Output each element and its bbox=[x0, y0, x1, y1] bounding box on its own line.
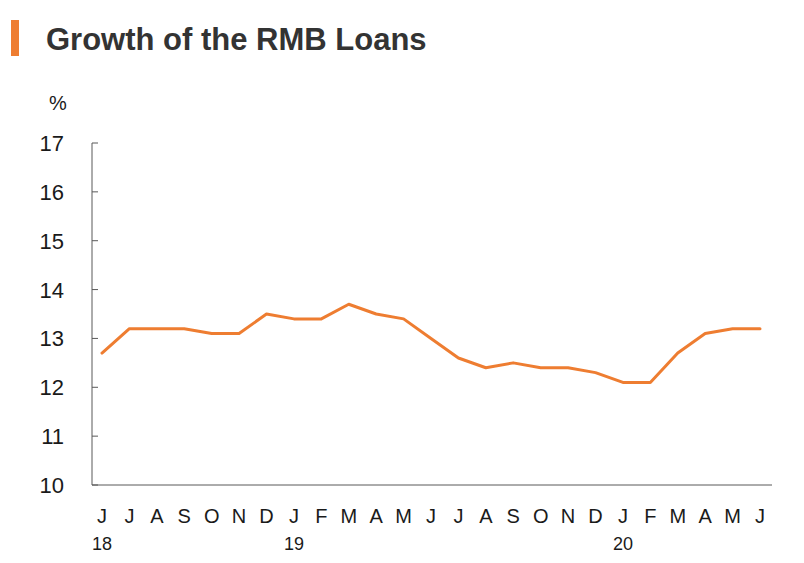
y-tick-label: 12 bbox=[40, 375, 64, 400]
y-axis bbox=[92, 143, 93, 485]
x-tick-label: M bbox=[724, 505, 741, 527]
plot-area bbox=[102, 304, 760, 382]
y-tick-label: 14 bbox=[40, 278, 64, 303]
x-tick-label: J bbox=[453, 505, 463, 527]
x-tick-label: J bbox=[289, 505, 299, 527]
y-tick bbox=[92, 240, 98, 241]
x-tick-label: F bbox=[315, 505, 327, 527]
x-tick-label: S bbox=[178, 505, 191, 527]
y-tick-label: 15 bbox=[40, 229, 64, 254]
x-tick-label: A bbox=[369, 505, 383, 527]
y-tick bbox=[92, 191, 98, 192]
x-tick-label: N bbox=[561, 505, 575, 527]
title-accent bbox=[11, 20, 19, 56]
x-tick-label: N bbox=[232, 505, 246, 527]
y-tick-label: 10 bbox=[40, 473, 64, 498]
data-line bbox=[102, 304, 760, 382]
x-tick-label: A bbox=[698, 505, 712, 527]
y-axis-label: % bbox=[49, 92, 67, 114]
x-tick-label: F bbox=[644, 505, 656, 527]
y-tick bbox=[92, 436, 98, 437]
y-tick-label: 11 bbox=[41, 424, 64, 449]
x-tick-label: O bbox=[533, 505, 549, 527]
y-tick bbox=[92, 387, 98, 388]
x-tick-label: S bbox=[507, 505, 520, 527]
y-tick bbox=[92, 143, 98, 144]
x-tick-label: M bbox=[340, 505, 357, 527]
x-tick-label: A bbox=[479, 505, 493, 527]
chart: Growth of the RMB Loans% 10 11 12 13 14 15 16 17… bbox=[0, 0, 804, 563]
x-tick-label: A bbox=[150, 505, 164, 527]
y-tick-label: 13 bbox=[40, 326, 64, 351]
year-label: 19 bbox=[284, 534, 304, 554]
x-tick-label: O bbox=[204, 505, 220, 527]
year-label: 18 bbox=[92, 534, 112, 554]
y-tick bbox=[92, 289, 98, 290]
x-tick-label: M bbox=[395, 505, 412, 527]
y-tick bbox=[92, 338, 98, 339]
y-tick-label: 16 bbox=[40, 180, 64, 205]
title: Growth of the RMB Loans bbox=[46, 22, 427, 57]
x-tick-label: J bbox=[755, 505, 765, 527]
x-tick-label: D bbox=[259, 505, 273, 527]
x-axis bbox=[92, 485, 772, 486]
y-tick-label: 17 bbox=[40, 131, 64, 156]
x-tick-label: J bbox=[426, 505, 436, 527]
x-tick-label: M bbox=[669, 505, 686, 527]
x-tick-label: J bbox=[618, 505, 628, 527]
x-tick-label: J bbox=[97, 505, 107, 527]
x-tick-label: D bbox=[588, 505, 602, 527]
year-label: 20 bbox=[613, 534, 633, 554]
x-tick-label: J bbox=[124, 505, 134, 527]
y-tick bbox=[92, 485, 98, 486]
